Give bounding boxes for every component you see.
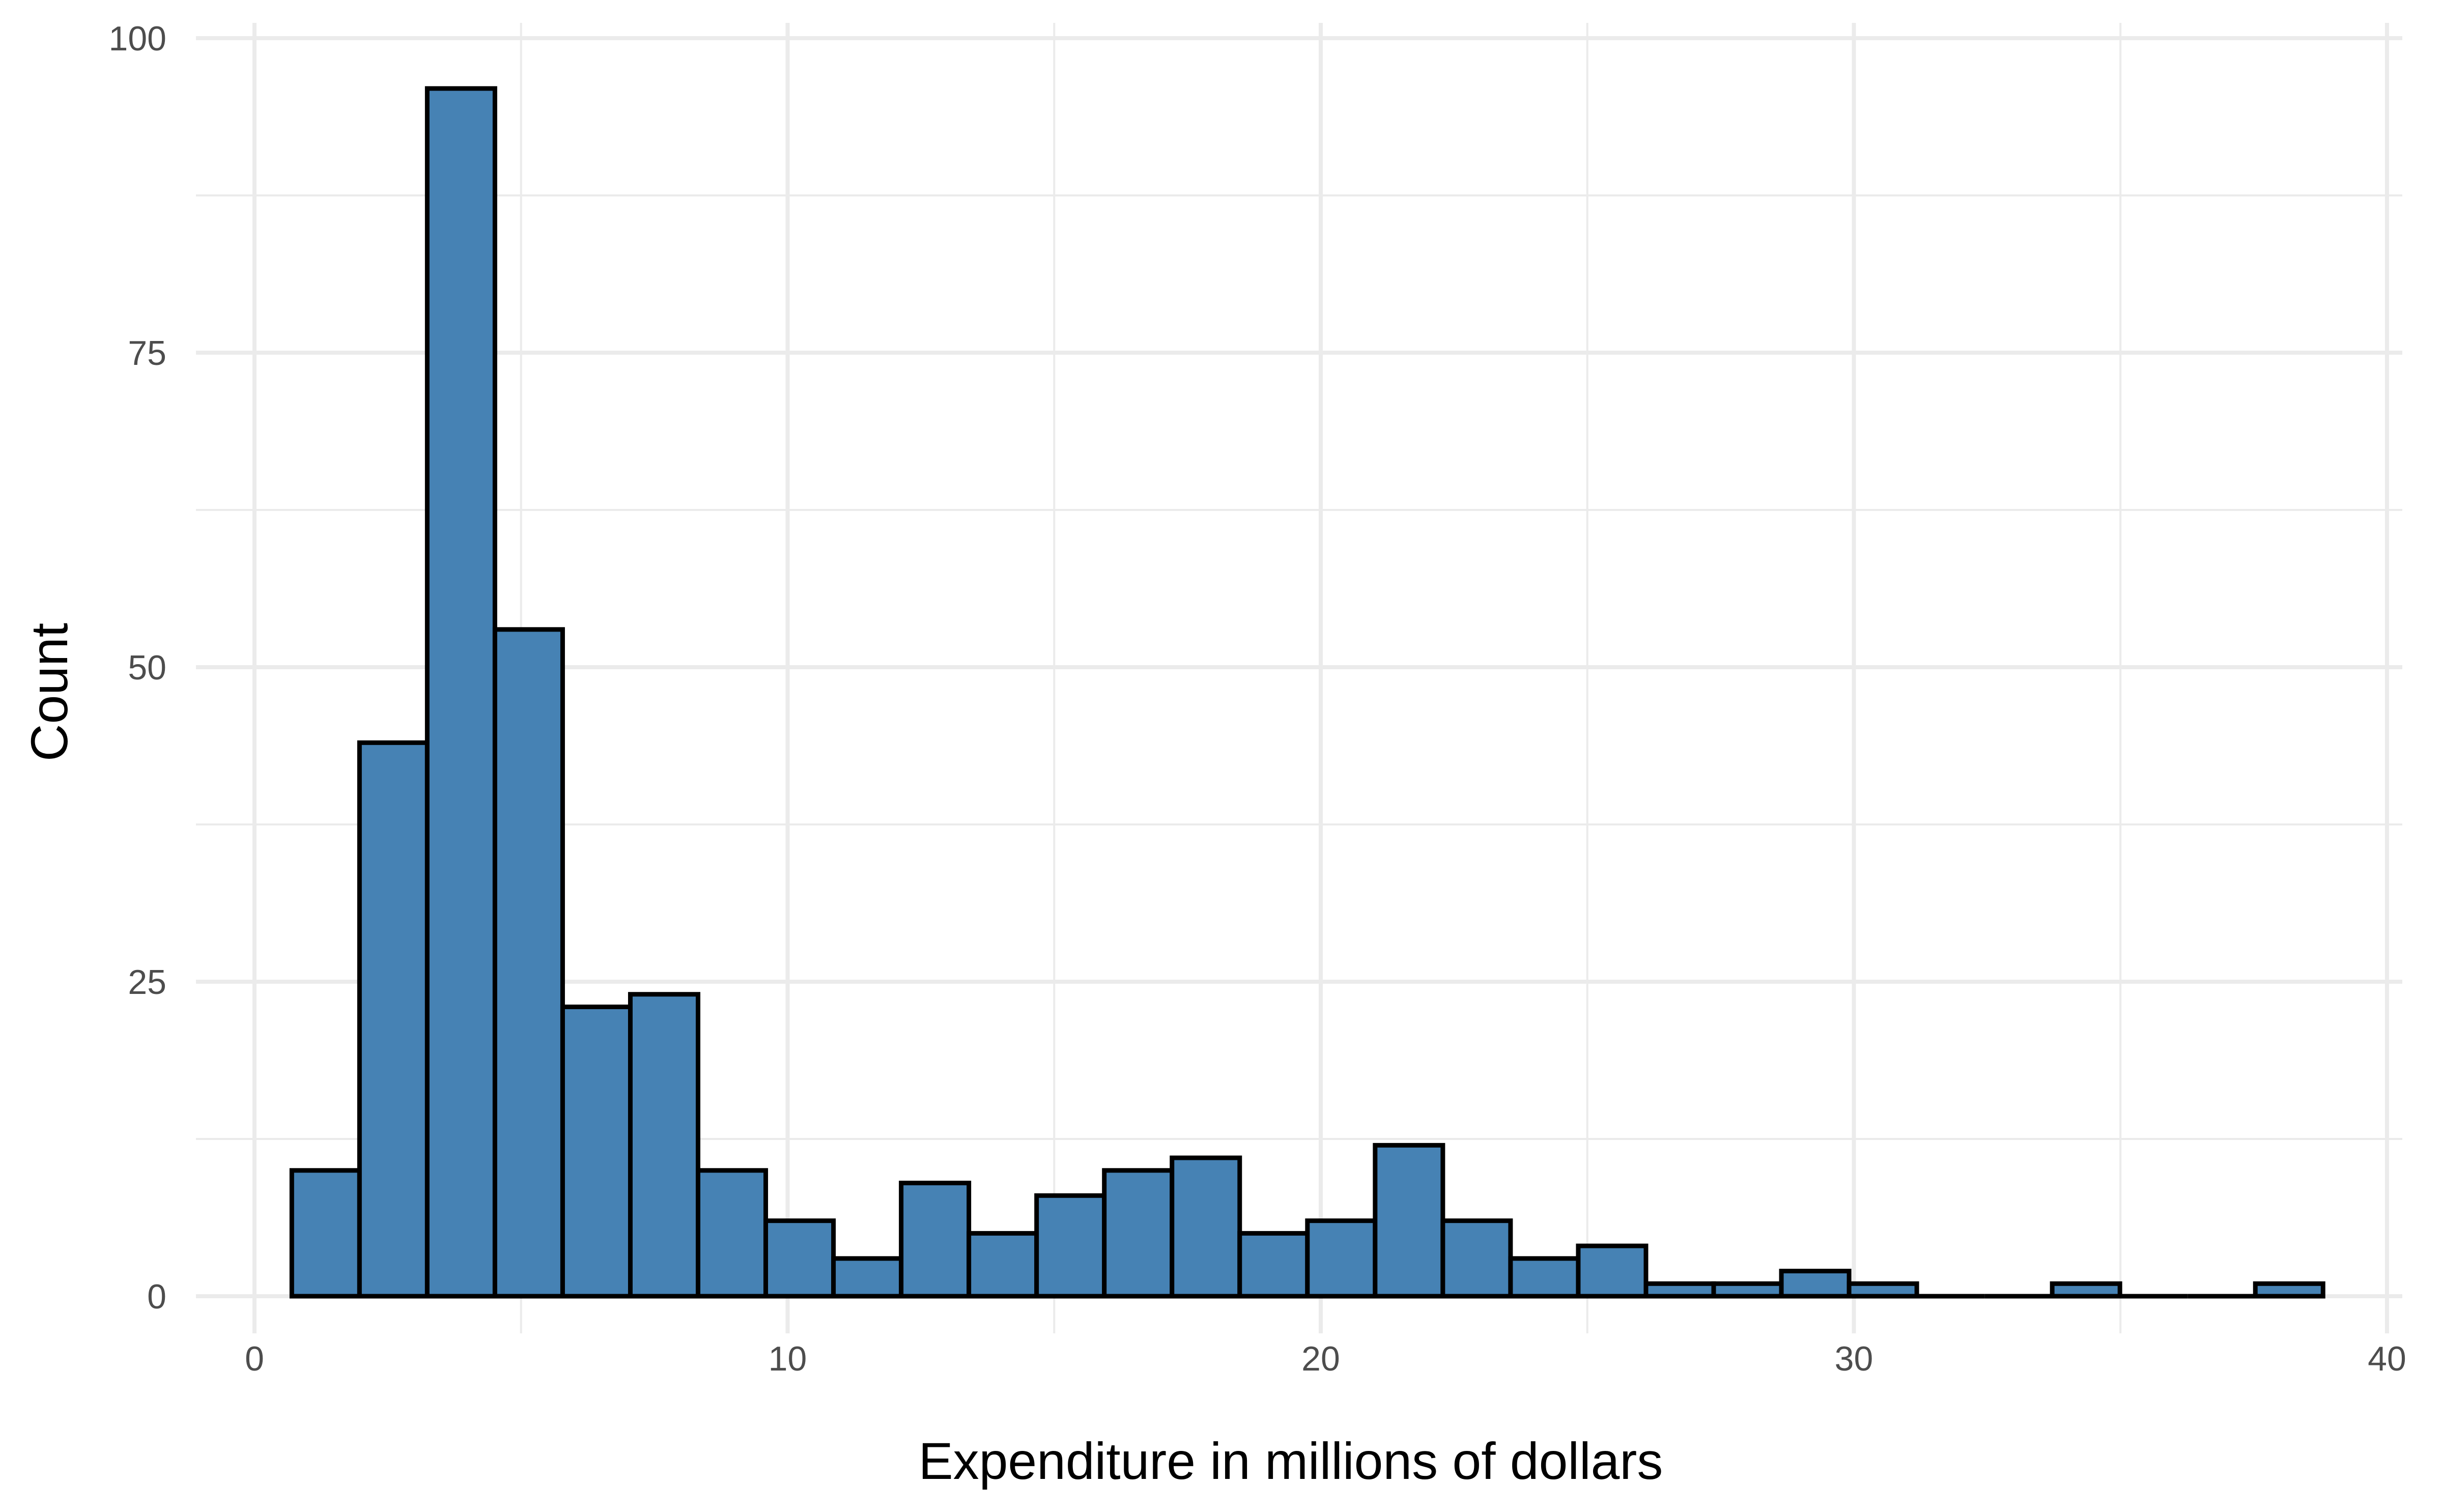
histogram-bar [763,1218,836,1299]
histogram-bar [696,1168,769,1299]
histogram-bar [831,1256,904,1299]
y-axis-title: Count [20,623,78,761]
y-axis-ticks: 0 25 50 75 100 [109,19,166,1316]
histogram-bar [967,1231,1039,1299]
histogram-bar [1576,1243,1649,1299]
y-tick-label: 50 [128,648,166,687]
x-axis-ticks: 0 10 20 30 40 [245,1339,2406,1378]
histogram-bar [560,1004,633,1299]
histogram-bar [1170,1155,1242,1299]
histogram-bar [2050,1281,2122,1299]
x-tick-label: 10 [769,1339,807,1378]
histogram-bar [289,1168,362,1299]
x-axis-title: Expenditure in millions of dollars [919,1432,1663,1490]
y-tick-label: 100 [109,19,166,58]
histogram-bar [1508,1256,1581,1299]
histogram-bar [1102,1168,1175,1299]
histogram-bar [899,1181,972,1299]
histogram-bar [1847,1281,1919,1299]
histogram-bar [1711,1281,1784,1299]
x-tick-label: 0 [245,1339,264,1378]
histogram-bar [1034,1193,1107,1299]
histogram-bar [357,740,430,1299]
histogram-bar [1643,1281,1716,1299]
histogram-bar [2253,1281,2325,1299]
histogram-bar [424,86,497,1299]
x-tick-label: 30 [1835,1339,1873,1378]
x-tick-label: 20 [1301,1339,1340,1378]
y-tick-label: 75 [128,334,166,373]
histogram-bar [1305,1218,1378,1299]
x-tick-label: 40 [2368,1339,2406,1378]
histogram-bar [492,627,565,1299]
histogram-bar [1237,1231,1310,1299]
histogram-bar [1373,1143,1445,1299]
histogram-bar [628,992,701,1299]
y-tick-label: 0 [147,1277,166,1316]
bars-layer [289,86,2325,1299]
y-tick-label: 25 [128,963,166,1002]
histogram-bar [1779,1269,1852,1299]
histogram-bar [1440,1218,1513,1299]
